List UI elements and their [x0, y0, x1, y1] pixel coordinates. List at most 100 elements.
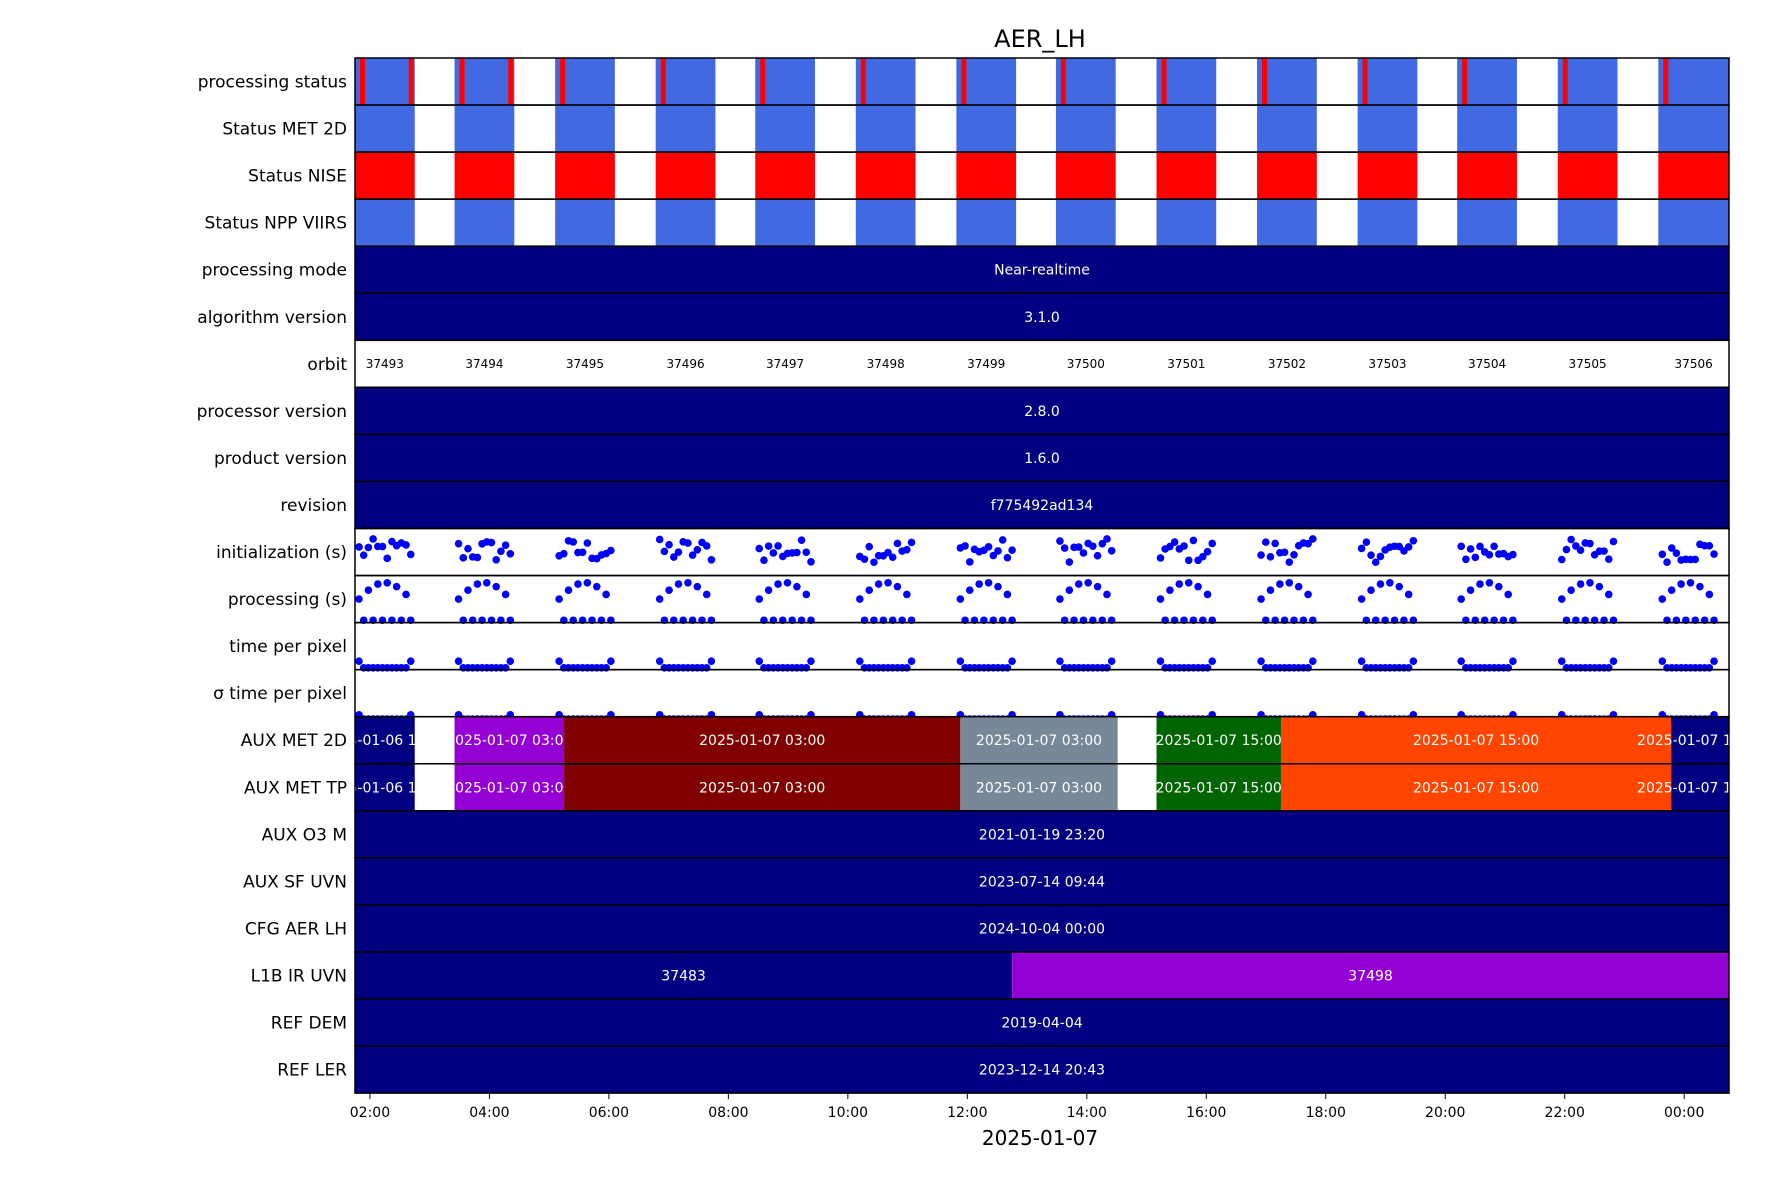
data-point [856, 657, 864, 665]
data-point [1194, 582, 1202, 591]
status-bar [1658, 58, 1729, 106]
orbit-label: 37496 [666, 357, 704, 371]
data-point [1710, 657, 1718, 665]
param-segment [355, 481, 1729, 529]
data-point [688, 551, 697, 559]
status-error-marker [360, 58, 365, 106]
status-bar [1557, 199, 1618, 247]
data-point [856, 595, 864, 603]
segment-label: 2025-01-07 15:00 [1156, 733, 1282, 749]
data-point [1003, 590, 1012, 599]
data-point [1376, 552, 1385, 561]
data-point [473, 553, 482, 562]
data-point [807, 558, 815, 566]
x-tick-label: 20:00 [1425, 1105, 1465, 1121]
param-segment [1280, 763, 1672, 811]
row-7: 2.8.0 [354, 386, 1730, 436]
data-point [464, 544, 472, 553]
data-point [364, 586, 373, 594]
data-point [665, 540, 673, 549]
data-point [602, 590, 610, 599]
data-point [1476, 580, 1484, 588]
row-label: AUX MET TP [244, 778, 347, 798]
status-error-marker [1161, 58, 1167, 106]
param-segment [1012, 951, 1729, 999]
data-point [1103, 663, 1111, 672]
data-point [1290, 550, 1298, 559]
data-point [984, 578, 993, 587]
data-point [1604, 555, 1613, 563]
data-point [965, 558, 974, 566]
status-bar [454, 152, 515, 200]
data-point [1103, 590, 1111, 599]
orbit-label: 37503 [1368, 357, 1406, 371]
data-point [1367, 586, 1375, 594]
segment-label: 2024-10-04 00:00 [979, 921, 1105, 937]
data-point [961, 542, 969, 550]
status-bar [956, 152, 1017, 200]
data-point [674, 548, 683, 556]
data-point [364, 543, 373, 552]
data-point [1710, 550, 1718, 558]
status-bar [1457, 199, 1517, 247]
data-point [707, 657, 716, 665]
row-label: Status MET 2D [222, 120, 347, 140]
status-bar [755, 199, 815, 247]
param-segment [355, 716, 415, 764]
segment-label: 3.1.0 [1024, 310, 1060, 326]
data-point [1184, 578, 1193, 587]
data-point [1686, 578, 1695, 587]
data-point [355, 595, 363, 603]
data-point [1586, 539, 1594, 548]
data-point [669, 553, 678, 561]
param-segment [355, 857, 1729, 905]
data-point [655, 657, 664, 665]
status-bar [454, 199, 515, 247]
data-point [903, 663, 911, 672]
data-point [1180, 542, 1188, 550]
data-point [1696, 582, 1704, 591]
row-label: processing status [198, 73, 347, 93]
param-segment [355, 1046, 1729, 1094]
status-bar [655, 105, 716, 153]
data-point [870, 558, 878, 567]
data-point [454, 539, 463, 548]
segment-label: 2025-01-07 03:00 [446, 780, 572, 796]
data-point [1166, 586, 1174, 594]
data-point [1093, 551, 1102, 560]
status-bar [1357, 199, 1418, 247]
param-segment [960, 763, 1118, 811]
data-point [1562, 545, 1571, 554]
data-point [1189, 536, 1198, 545]
row-label: processing (s) [228, 590, 347, 610]
data-point [1504, 663, 1513, 672]
data-point [501, 590, 510, 599]
data-point [1208, 539, 1217, 548]
data-point [684, 539, 692, 547]
data-point [956, 657, 965, 665]
status-bar [655, 152, 716, 200]
param-segment [454, 763, 565, 811]
data-point [1595, 582, 1604, 591]
data-point [454, 657, 463, 665]
param-segment [355, 810, 1729, 858]
data-point [355, 543, 363, 551]
row-label: revision [280, 496, 347, 516]
status-error-marker [1562, 58, 1568, 106]
status-bar [956, 199, 1017, 247]
param-segment [355, 293, 1729, 341]
row-label: Status NISE [248, 167, 347, 187]
status-error-marker [508, 58, 514, 106]
data-point [956, 595, 965, 603]
data-point [1003, 663, 1012, 672]
data-point [1667, 586, 1676, 594]
row-label: REF LER [277, 1061, 347, 1081]
row-labels: processing status Status MET 2D Status NIS… [197, 73, 348, 1081]
data-point [1395, 582, 1404, 591]
data-point [1509, 550, 1517, 559]
status-error-marker [760, 58, 766, 106]
data-point [1056, 595, 1064, 603]
data-point [482, 578, 491, 587]
data-point [684, 578, 692, 587]
